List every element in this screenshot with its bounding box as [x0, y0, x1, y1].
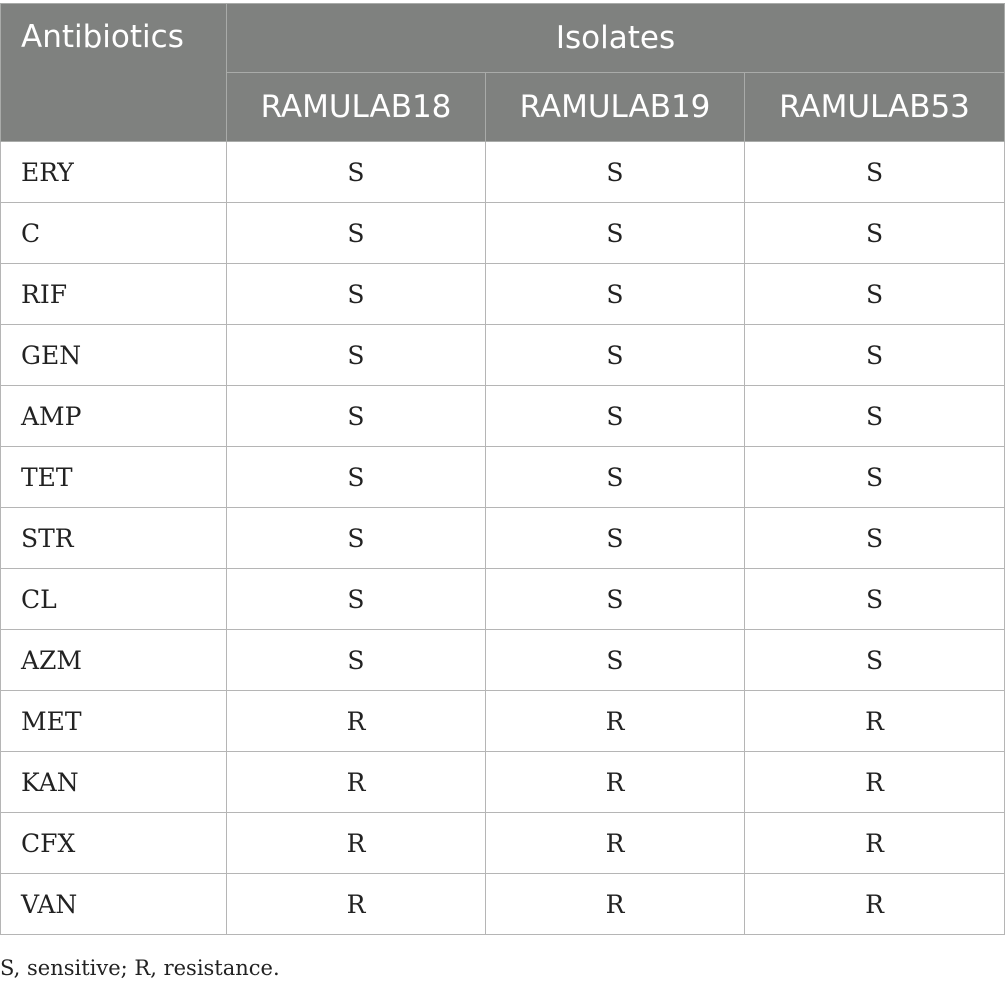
result-cell: R: [226, 690, 486, 752]
antibiotic-name: KAN: [0, 751, 227, 813]
result-cell: R: [485, 690, 745, 752]
table-row: VAN R R R: [0, 873, 1005, 935]
antibiotic-name: TET: [0, 446, 227, 508]
table-body: ERY S S S C S S S RIF S S S GEN S S S: [0, 141, 1005, 935]
result-cell: S: [485, 324, 745, 386]
antibiotic-name: CL: [0, 568, 227, 630]
result-cell: S: [226, 507, 486, 569]
result-cell: S: [485, 629, 745, 691]
table-row: KAN R R R: [0, 751, 1005, 813]
header-row-isolates: RAMULAB18 RAMULAB19 RAMULAB53: [1, 72, 1005, 142]
result-cell: R: [743, 690, 1005, 752]
antibiotic-name: RIF: [0, 263, 227, 325]
result-cell: R: [485, 751, 745, 813]
antibiotic-name: ERY: [0, 141, 227, 203]
result-cell: S: [485, 446, 745, 508]
result-cell: S: [226, 568, 486, 630]
result-cell: S: [226, 446, 486, 508]
result-cell: S: [485, 385, 745, 447]
result-cell: R: [743, 751, 1005, 813]
isolate-header-ramulab53: RAMULAB53: [743, 72, 1005, 142]
result-cell: S: [485, 202, 745, 264]
table-header: Antibiotics Isolates RAMULAB18 RAMULAB19…: [0, 3, 1005, 142]
table-row: ERY S S S: [0, 141, 1005, 203]
result-cell: S: [226, 629, 486, 691]
table-row: GEN S S S: [0, 324, 1005, 386]
result-cell: S: [743, 202, 1005, 264]
table-row: C S S S: [0, 202, 1005, 264]
result-cell: S: [743, 141, 1005, 203]
result-cell: R: [485, 812, 745, 874]
result-cell: S: [485, 507, 745, 569]
antibiotics-column-header: Antibiotics: [0, 3, 227, 142]
table-row: CL S S S: [0, 568, 1005, 630]
result-cell: R: [226, 873, 486, 935]
antibiotic-name: MET: [0, 690, 227, 752]
antibiotic-name: CFX: [0, 812, 227, 874]
isolate-header-ramulab19: RAMULAB19: [485, 72, 745, 142]
antibiotic-name: AZM: [0, 629, 227, 691]
result-cell: S: [743, 324, 1005, 386]
table-footnote: S, sensitive; R, resistance.: [0, 956, 280, 980]
table-row: AZM S S S: [0, 629, 1005, 691]
result-cell: S: [743, 507, 1005, 569]
header-row-top: Antibiotics Isolates: [0, 3, 1005, 142]
antibiotic-name: AMP: [0, 385, 227, 447]
result-cell: S: [485, 263, 745, 325]
antibiotic-name: GEN: [0, 324, 227, 386]
result-cell: S: [743, 446, 1005, 508]
table-row: AMP S S S: [0, 385, 1005, 447]
result-cell: S: [743, 629, 1005, 691]
table-row: STR S S S: [0, 507, 1005, 569]
result-cell: S: [226, 202, 486, 264]
result-cell: S: [226, 324, 486, 386]
result-cell: R: [743, 873, 1005, 935]
result-cell: R: [485, 873, 745, 935]
susceptibility-table-container: Antibiotics Isolates RAMULAB18 RAMULAB19…: [0, 3, 1005, 935]
result-cell: S: [485, 141, 745, 203]
result-cell: R: [743, 812, 1005, 874]
susceptibility-table: Antibiotics Isolates RAMULAB18 RAMULAB19…: [0, 3, 1005, 935]
isolates-group-header: Isolates: [225, 3, 1005, 73]
result-cell: S: [743, 263, 1005, 325]
result-cell: S: [743, 568, 1005, 630]
result-cell: S: [485, 568, 745, 630]
result-cell: R: [226, 751, 486, 813]
result-cell: R: [226, 812, 486, 874]
result-cell: S: [226, 263, 486, 325]
isolate-header-ramulab18: RAMULAB18: [226, 72, 486, 142]
result-cell: S: [226, 141, 486, 203]
table-row: CFX R R R: [0, 812, 1005, 874]
table-row: MET R R R: [0, 690, 1005, 752]
result-cell: S: [743, 385, 1005, 447]
table-row: RIF S S S: [0, 263, 1005, 325]
antibiotic-name: C: [0, 202, 227, 264]
antibiotic-name: STR: [0, 507, 227, 569]
result-cell: S: [226, 385, 486, 447]
antibiotic-name: VAN: [0, 873, 227, 935]
table-row: TET S S S: [0, 446, 1005, 508]
